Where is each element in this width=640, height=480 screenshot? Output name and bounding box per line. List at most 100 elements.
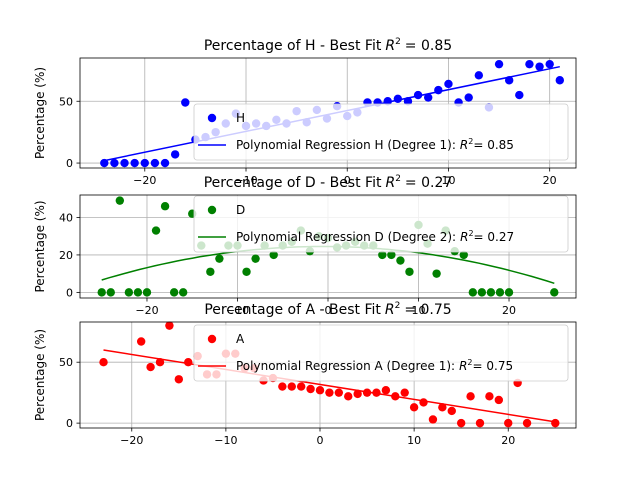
x-tick-label: 20 — [501, 434, 515, 447]
legend-fit-text: Polynomial Regression A (Degree 1): — [236, 359, 455, 373]
data-point — [550, 288, 559, 297]
data-point — [393, 94, 403, 103]
data-point — [486, 288, 496, 297]
data-point — [403, 97, 413, 106]
data-point — [170, 150, 180, 159]
legend-fit-sup: 2 — [467, 358, 472, 367]
data-point — [545, 59, 554, 69]
x-tick-label: 10 — [407, 434, 421, 447]
data-point — [396, 256, 405, 265]
data-point — [434, 85, 443, 95]
data-point — [468, 288, 478, 297]
data-point — [504, 288, 514, 297]
legend-fit-value: = 0.27 — [474, 230, 515, 244]
x-tick-label: 10 — [441, 174, 455, 187]
data-point — [428, 415, 438, 424]
data-point — [140, 158, 149, 168]
y-tick-label: 50 — [59, 356, 73, 369]
data-point — [475, 418, 485, 428]
data-point — [495, 288, 505, 297]
legend-fit-r: R — [460, 138, 468, 152]
legend-box — [193, 195, 569, 253]
data-point — [555, 76, 565, 85]
data-point — [325, 388, 334, 397]
data-point — [447, 406, 456, 416]
x-tick-label: −10 — [214, 434, 237, 447]
data-point — [387, 250, 396, 260]
title-sup: 2 — [395, 174, 401, 184]
data-point — [110, 158, 119, 168]
data-point — [206, 267, 215, 276]
x-tick-label: −10 — [234, 174, 257, 187]
y-axis-label: Percentage (%) — [33, 67, 47, 159]
data-point — [344, 392, 353, 401]
data-point — [334, 388, 344, 397]
legend-series-label: A — [236, 332, 245, 346]
legend-marker — [207, 205, 217, 215]
data-point — [120, 158, 129, 168]
data-point — [494, 59, 504, 69]
data-point — [372, 388, 381, 397]
data-point — [378, 250, 387, 260]
title-sup: 2 — [395, 37, 401, 47]
x-tick-label: −10 — [226, 304, 249, 317]
data-point — [444, 79, 453, 89]
data-point — [477, 288, 487, 297]
title-text: Percentage of H - Best Fit — [204, 38, 382, 54]
data-point — [438, 403, 447, 412]
data-point — [242, 267, 251, 276]
data-point — [362, 388, 372, 397]
chart-title: Percentage of D - Best Fit R2 = 0.27 — [204, 174, 453, 191]
y-tick-label: 40 — [59, 211, 73, 224]
data-point — [551, 418, 560, 428]
legend-series-label: D — [236, 203, 245, 217]
data-point — [494, 395, 504, 405]
data-point — [174, 375, 184, 384]
data-point — [215, 254, 224, 263]
title-value: = 0.27 — [405, 175, 452, 191]
legend-marker — [207, 113, 217, 123]
axes-frame — [79, 321, 577, 429]
legend-fit-label: Polynomial Regression D (Degree 2): R2= 0… — [236, 229, 514, 244]
title-r: R — [385, 302, 395, 318]
data-point — [459, 250, 468, 260]
data-point — [400, 388, 409, 397]
title-r: R — [385, 175, 395, 191]
data-point — [432, 269, 441, 278]
data-point — [100, 158, 109, 168]
y-tick-label: 0 — [66, 286, 73, 299]
data-point — [124, 288, 134, 297]
legend-series-label: H — [236, 111, 245, 125]
data-point — [381, 386, 391, 395]
y-axis-label: Percentage (%) — [33, 200, 47, 292]
legend-fit-sup: 2 — [468, 229, 473, 238]
data-point — [115, 196, 125, 205]
legend-fit-text: Polynomial Regression H (Degree 1): — [236, 138, 456, 152]
legend-box — [193, 324, 569, 382]
data-point — [278, 382, 287, 391]
data-point — [146, 362, 155, 372]
data-point — [306, 384, 315, 394]
data-point — [269, 250, 278, 260]
x-tick-label: 10 — [412, 304, 426, 317]
data-point — [165, 321, 174, 330]
data-point — [160, 202, 170, 211]
data-point — [130, 158, 139, 168]
title-text: Percentage of D - Best Fit — [204, 175, 382, 191]
x-tick-label: 0 — [317, 434, 324, 447]
legend-fit-value: = 0.75 — [473, 359, 514, 373]
data-point — [178, 288, 188, 297]
data-point — [474, 71, 484, 80]
data-point — [181, 98, 190, 107]
data-point — [419, 398, 428, 407]
data-point — [251, 254, 260, 263]
legend-marker — [207, 334, 217, 344]
chart-title: Percentage of A - Best Fit R2 = 0.75 — [204, 301, 451, 318]
legend-fit-text: Polynomial Regression D (Degree 2): — [236, 230, 456, 244]
data-point — [456, 418, 466, 428]
y-tick-label: 20 — [59, 249, 73, 262]
y-tick-label: 50 — [59, 95, 73, 108]
chart-0: −20 −10 0 10 20 0 50 Percentage (%) H Polynomial … — [33, 37, 577, 187]
